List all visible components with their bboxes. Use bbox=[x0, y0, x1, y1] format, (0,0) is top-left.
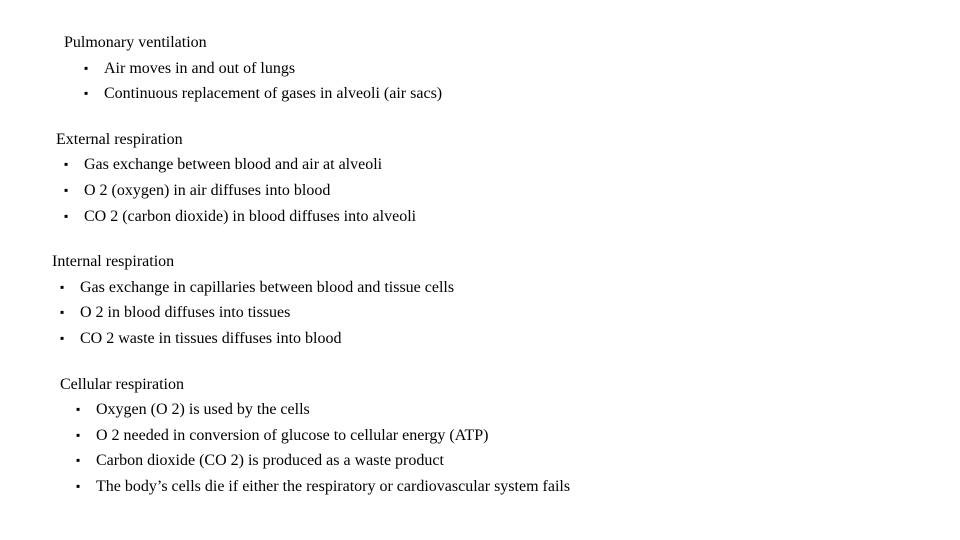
section-internal-respiration: Internal respiration Gas exchange in cap… bbox=[52, 251, 904, 349]
list-item: O 2 needed in conversion of glucose to c… bbox=[76, 425, 904, 447]
list-item: O 2 in blood diffuses into tissues bbox=[60, 302, 904, 324]
list-item: Air moves in and out of lungs bbox=[84, 58, 904, 80]
list-item: Carbon dioxide (CO 2) is produced as a w… bbox=[76, 450, 904, 472]
list-item: CO 2 waste in tissues diffuses into bloo… bbox=[60, 328, 904, 350]
bullet-list: Gas exchange between blood and air at al… bbox=[56, 154, 904, 227]
section-external-respiration: External respiration Gas exchange betwee… bbox=[56, 129, 904, 227]
list-item: Continuous replacement of gases in alveo… bbox=[84, 83, 904, 105]
list-item: O 2 (oxygen) in air diffuses into blood bbox=[64, 180, 904, 202]
section-pulmonary-ventilation: Pulmonary ventilation Air moves in and o… bbox=[56, 32, 904, 105]
bullet-list: Gas exchange in capillaries between bloo… bbox=[52, 277, 904, 350]
bullet-list: Air moves in and out of lungs Continuous… bbox=[64, 58, 904, 105]
section-title: Pulmonary ventilation bbox=[64, 32, 904, 54]
section-title: Internal respiration bbox=[52, 251, 904, 273]
section-title: External respiration bbox=[56, 129, 904, 151]
list-item: Oxygen (O 2) is used by the cells bbox=[76, 399, 904, 421]
section-cellular-respiration: Cellular respiration Oxygen (O 2) is use… bbox=[56, 374, 904, 498]
section-title: Cellular respiration bbox=[60, 374, 904, 396]
bullet-list: Oxygen (O 2) is used by the cells O 2 ne… bbox=[60, 399, 904, 497]
list-item: Gas exchange between blood and air at al… bbox=[64, 154, 904, 176]
list-item: Gas exchange in capillaries between bloo… bbox=[60, 277, 904, 299]
list-item: CO 2 (carbon dioxide) in blood diffuses … bbox=[64, 206, 904, 228]
list-item: The body’s cells die if either the respi… bbox=[76, 476, 904, 498]
